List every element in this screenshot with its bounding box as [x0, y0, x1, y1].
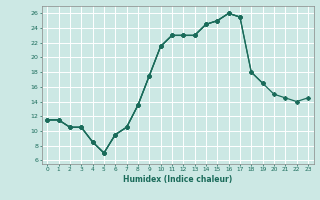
X-axis label: Humidex (Indice chaleur): Humidex (Indice chaleur) — [123, 175, 232, 184]
